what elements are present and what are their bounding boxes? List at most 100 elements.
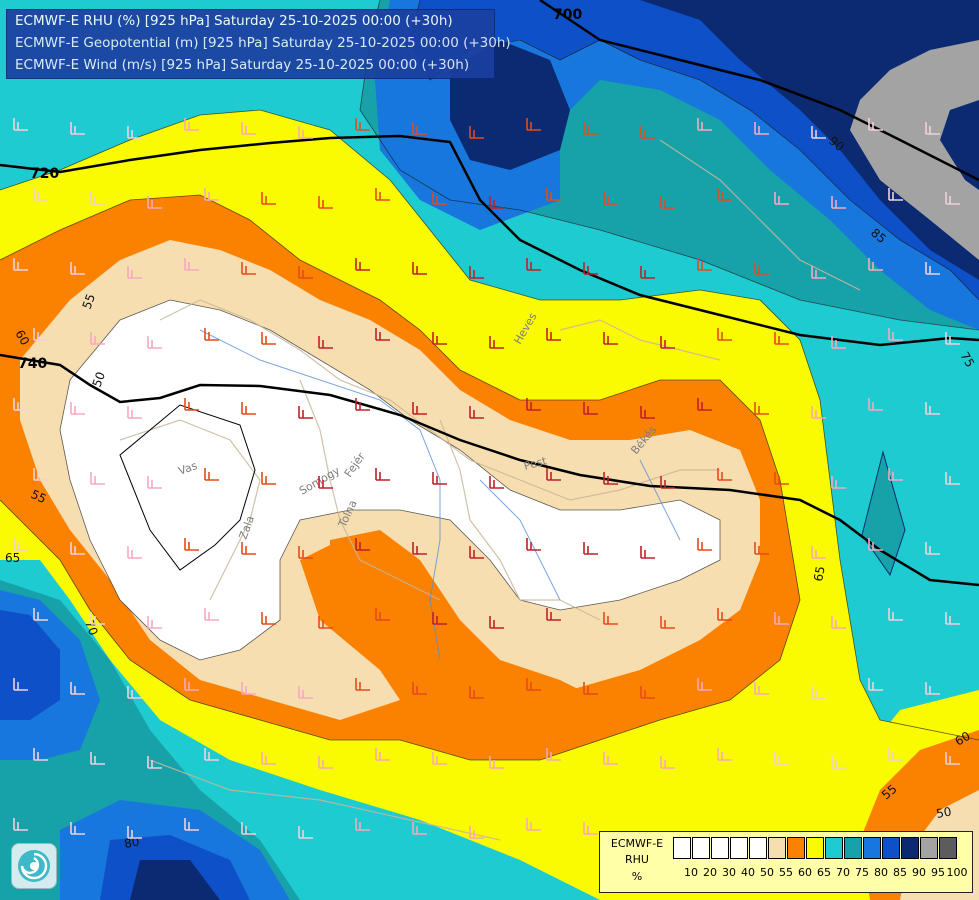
wind-barb <box>717 608 732 621</box>
wind-barb <box>469 546 484 559</box>
wind-barb <box>717 468 732 481</box>
wind-barb <box>412 822 427 835</box>
wind-barb <box>90 752 105 765</box>
wind-barb <box>184 538 199 551</box>
wind-barb <box>831 476 846 489</box>
wind-barb <box>318 196 333 209</box>
rh-85-90-inner-ne <box>940 100 979 190</box>
wind-barb <box>127 406 142 419</box>
wind-barb <box>147 616 162 629</box>
rhu-label: 50 <box>90 370 108 389</box>
wind-barb <box>489 756 504 769</box>
wind-barb <box>127 266 142 279</box>
wind-barb <box>432 752 447 765</box>
wind-barb <box>355 678 370 691</box>
wind-barb <box>811 686 826 699</box>
wind-barb <box>204 468 219 481</box>
wind-barb <box>583 122 598 135</box>
wind-barb <box>13 678 28 691</box>
legend-swatch <box>787 837 805 859</box>
rivers <box>199 329 681 661</box>
wind-barb <box>925 682 940 695</box>
wind-barb <box>241 822 256 835</box>
wind-barb <box>831 196 846 209</box>
wind-barb <box>945 612 960 625</box>
wind-barb <box>925 402 940 415</box>
wind-barb <box>147 476 162 489</box>
wind-barb <box>375 608 390 621</box>
wind-barb <box>298 406 313 419</box>
title-wind: ECMWF-E Wind (m/s) [925 hPa] Saturday 25… <box>15 57 470 73</box>
rhu-label: 70 <box>82 618 100 637</box>
wind-barb <box>432 472 447 485</box>
wind-barb <box>888 608 903 621</box>
wind-barb <box>546 188 561 201</box>
wind-barb <box>546 328 561 341</box>
wind-barb <box>13 398 28 411</box>
wind-barb <box>90 612 105 625</box>
wind-barb <box>888 328 903 341</box>
wind-barb <box>603 752 618 765</box>
wind-barb <box>546 748 561 761</box>
wind-barb <box>925 122 940 135</box>
wind-barb <box>660 196 675 209</box>
wind-barb <box>774 472 789 485</box>
wind-barb <box>868 118 883 131</box>
wind-barb <box>945 472 960 485</box>
wind-barb <box>375 328 390 341</box>
wind-barb <box>603 612 618 625</box>
legend-swatch <box>882 837 900 859</box>
swirl-icon <box>18 850 50 882</box>
wind-barb <box>375 748 390 761</box>
legend-tick: 10 <box>684 866 698 879</box>
wind-barb <box>945 192 960 205</box>
wind-barb <box>70 402 85 415</box>
wind-barb <box>526 538 541 551</box>
geopotential-contours <box>0 0 979 587</box>
region-outline <box>119 404 256 571</box>
wind-barb <box>583 262 598 275</box>
legend-swatch <box>711 837 729 859</box>
rh-90-95-band-ne <box>850 40 979 260</box>
wind-barb <box>603 472 618 485</box>
rh-55-60-patch-south <box>330 530 600 720</box>
wind-barb <box>754 402 769 415</box>
wind-barb <box>90 332 105 345</box>
wind-barb <box>298 266 313 279</box>
wind-barb <box>13 818 28 831</box>
wind-barb <box>318 756 333 769</box>
wind-barb <box>432 192 447 205</box>
legend-swatch <box>920 837 938 859</box>
wind-barb <box>241 122 256 135</box>
wind-barb <box>489 616 504 629</box>
wind-barb <box>33 608 48 621</box>
wind-barb <box>184 118 199 131</box>
wind-barb <box>868 258 883 271</box>
rhu-contour-labels: 50 55 60 55 65 70 65 60 55 50 75 85 90 8… <box>5 134 977 851</box>
wind-barb <box>831 756 846 769</box>
rh-80-85-band-sw <box>0 610 60 720</box>
legend-tick: 100 <box>946 866 968 879</box>
wind-barb <box>241 682 256 695</box>
wind-barb <box>33 328 48 341</box>
wind-barb <box>375 468 390 481</box>
rhu-label: 75 <box>957 350 977 370</box>
wind-barb <box>184 678 199 691</box>
wind-barb <box>583 822 598 835</box>
wind-barb <box>888 188 903 201</box>
wind-barb <box>204 328 219 341</box>
wind-barb <box>754 122 769 135</box>
wind-barb <box>298 826 313 839</box>
legend-swatch <box>730 837 748 859</box>
wind-barb <box>318 476 333 489</box>
wind-barb <box>945 752 960 765</box>
wind-barb <box>945 332 960 345</box>
wind-barb <box>697 258 712 271</box>
wind-barb <box>774 332 789 345</box>
wind-barb <box>526 118 541 131</box>
wind-barbs <box>13 118 960 839</box>
wind-barb <box>868 398 883 411</box>
wind-barb <box>127 686 142 699</box>
wind-barb <box>526 398 541 411</box>
